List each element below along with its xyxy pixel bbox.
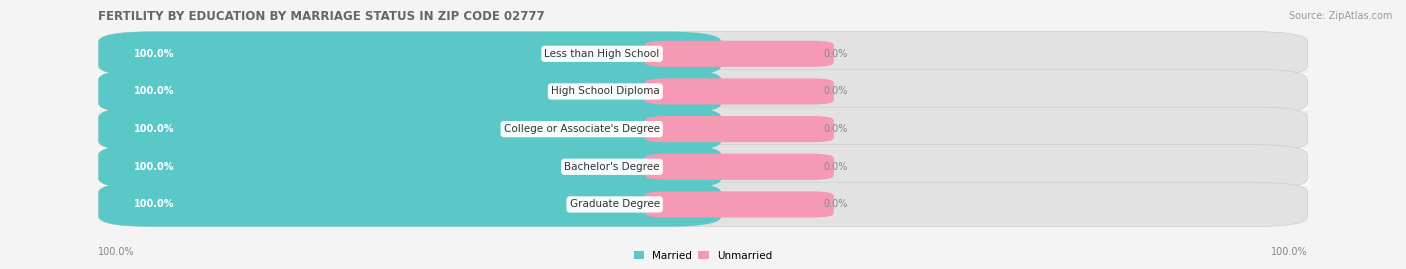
Text: 100.0%: 100.0% [1271, 246, 1308, 257]
Text: 100.0%: 100.0% [98, 246, 135, 257]
FancyBboxPatch shape [645, 116, 834, 142]
Bar [98, 35, 1308, 73]
Text: 0.0%: 0.0% [823, 162, 848, 172]
Bar [98, 73, 1308, 110]
Legend: Married, Unmarried: Married, Unmarried [634, 251, 772, 261]
Text: 100.0%: 100.0% [134, 86, 174, 97]
Text: Bachelor's Degree: Bachelor's Degree [564, 162, 659, 172]
Text: Less than High School: Less than High School [544, 49, 659, 59]
Text: 0.0%: 0.0% [823, 49, 848, 59]
FancyBboxPatch shape [98, 32, 1308, 76]
FancyBboxPatch shape [645, 154, 834, 180]
Bar [98, 186, 1308, 223]
Text: High School Diploma: High School Diploma [551, 86, 659, 97]
Text: College or Associate's Degree: College or Associate's Degree [503, 124, 659, 134]
Text: 100.0%: 100.0% [134, 162, 174, 172]
FancyBboxPatch shape [645, 191, 834, 218]
Text: Graduate Degree: Graduate Degree [569, 199, 659, 210]
FancyBboxPatch shape [98, 182, 1308, 226]
FancyBboxPatch shape [98, 145, 721, 189]
Text: 0.0%: 0.0% [823, 124, 848, 134]
Text: 100.0%: 100.0% [134, 199, 174, 210]
Text: FERTILITY BY EDUCATION BY MARRIAGE STATUS IN ZIP CODE 02777: FERTILITY BY EDUCATION BY MARRIAGE STATU… [98, 10, 546, 23]
Bar [98, 110, 1308, 148]
Text: Source: ZipAtlas.com: Source: ZipAtlas.com [1288, 11, 1392, 21]
Bar [98, 148, 1308, 186]
Text: 100.0%: 100.0% [134, 124, 174, 134]
Text: 0.0%: 0.0% [823, 199, 848, 210]
Text: 100.0%: 100.0% [134, 49, 174, 59]
FancyBboxPatch shape [98, 107, 1308, 151]
FancyBboxPatch shape [98, 145, 1308, 189]
FancyBboxPatch shape [98, 32, 721, 76]
FancyBboxPatch shape [645, 41, 834, 67]
FancyBboxPatch shape [98, 107, 721, 151]
FancyBboxPatch shape [645, 78, 834, 105]
Text: 0.0%: 0.0% [823, 86, 848, 97]
FancyBboxPatch shape [98, 69, 1308, 114]
FancyBboxPatch shape [98, 69, 721, 114]
FancyBboxPatch shape [98, 182, 721, 226]
